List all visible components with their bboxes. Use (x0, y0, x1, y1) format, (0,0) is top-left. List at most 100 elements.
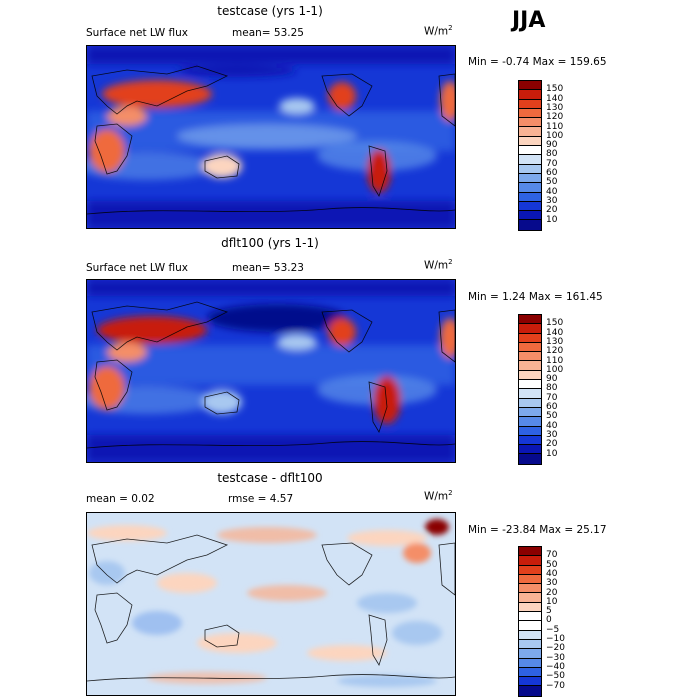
colorbar-label: 30 (546, 429, 558, 440)
colorbar-swatch (519, 547, 541, 557)
colorbar-label: 100 (546, 364, 564, 375)
colorbar-swatch (519, 192, 541, 202)
colorbar-swatch (519, 612, 541, 622)
season-label: JJA (512, 8, 546, 33)
colorbar-swatch (519, 593, 541, 603)
colorbar-label: 150 (546, 84, 564, 95)
colorbar-label: 60 (546, 168, 558, 178)
colorbar-label: 70 (546, 158, 558, 169)
colorbar-label: −20 (546, 643, 565, 654)
colorbar-label: 10 (546, 596, 558, 607)
colorbar-label: 80 (546, 149, 558, 160)
colorbar-swatch (519, 426, 541, 436)
colorbar-swatch (519, 81, 541, 91)
colorbar-swatch (519, 324, 541, 334)
panel-2-units: W/m2 (424, 258, 453, 272)
colorbar-swatch (519, 90, 541, 100)
colorbar-swatch (519, 621, 541, 631)
colorbar-label: 30 (546, 195, 558, 206)
colorbar-label: 130 (546, 102, 564, 113)
colorbar-label: 70 (546, 392, 558, 403)
colorbar-swatch (519, 602, 541, 613)
panel-1-colorbar (518, 80, 542, 231)
panel-1-subtitle-left: Surface net LW flux (86, 27, 188, 39)
panel-1-subtitle-mid: mean= 53.25 (232, 27, 304, 39)
colorbar-label: 50 (546, 177, 558, 188)
colorbar-label: 110 (546, 121, 564, 132)
colorbar-label: −10 (546, 634, 565, 644)
panel-3-subtitle-mid: rmse = 4.57 (228, 493, 294, 505)
colorbar-swatch (519, 211, 541, 221)
colorbar-label: 120 (546, 346, 564, 357)
panel-3-title: testcase - dflt100 (217, 471, 323, 485)
colorbar-swatch (519, 118, 541, 128)
panel-1-units: W/m2 (424, 24, 453, 38)
colorbar-label: 60 (546, 402, 558, 412)
panel-2-map-graphic (87, 280, 455, 462)
colorbar-label: 50 (546, 411, 558, 422)
colorbar-swatch (519, 173, 541, 184)
colorbar-label: 50 (546, 559, 558, 570)
colorbar-label: 120 (546, 112, 564, 123)
colorbar-swatch (519, 565, 541, 575)
colorbar-label: 80 (546, 383, 558, 394)
colorbar-label: 150 (546, 318, 564, 329)
panel-2-subtitle-mid: mean= 53.23 (232, 262, 304, 274)
colorbar-swatch (519, 380, 541, 390)
colorbar-swatch (519, 398, 541, 408)
colorbar-swatch (519, 407, 541, 418)
colorbar-label: 20 (546, 439, 558, 450)
colorbar-label: −40 (546, 661, 565, 672)
colorbar-swatch (519, 352, 541, 362)
colorbar-swatch (519, 315, 541, 325)
panel-1-map-graphic (87, 46, 455, 228)
colorbar-label: 0 (546, 615, 552, 626)
colorbar-swatch (519, 164, 541, 174)
colorbar-label: 20 (546, 205, 558, 216)
colorbar-label: 10 (546, 448, 558, 459)
colorbar-swatch (519, 127, 541, 137)
colorbar-label: 140 (546, 327, 564, 338)
colorbar-swatch (519, 201, 541, 212)
colorbar-label: 40 (546, 420, 558, 431)
colorbar-swatch (519, 183, 541, 193)
colorbar-label: 40 (546, 186, 558, 197)
colorbar-swatch (519, 435, 541, 446)
panel-3-map-graphic (87, 513, 455, 695)
colorbar-swatch (519, 146, 541, 156)
colorbar-swatch (519, 370, 541, 381)
panel-1-map (86, 45, 456, 229)
colorbar-swatch (519, 445, 541, 455)
colorbar-label: −70 (546, 680, 565, 691)
colorbar-swatch (519, 99, 541, 109)
panel-2-colorbar (518, 314, 542, 465)
colorbar-swatch (519, 220, 541, 230)
colorbar-swatch (519, 556, 541, 566)
colorbar-label: 40 (546, 568, 558, 579)
colorbar-swatch (519, 630, 541, 640)
panel-2-title: dflt100 (yrs 1-1) (221, 236, 319, 250)
panel-3-minmax: Min = -23.84 Max = 25.17 (468, 524, 607, 536)
colorbar-label: 20 (546, 587, 558, 598)
colorbar-swatch (519, 155, 541, 165)
colorbar-swatch (519, 333, 541, 343)
colorbar-label: −5 (546, 624, 560, 635)
panel-2-map (86, 279, 456, 463)
colorbar-label: 10 (546, 214, 558, 225)
colorbar-label: 90 (546, 374, 558, 385)
colorbar-swatch (519, 342, 541, 353)
colorbar-swatch (519, 454, 541, 464)
panel-3-subtitle-left: mean = 0.02 (86, 493, 155, 505)
colorbar-swatch (519, 658, 541, 668)
colorbar-label: 90 (546, 140, 558, 151)
colorbar-label: 140 (546, 93, 564, 104)
panel-2-minmax: Min = 1.24 Max = 161.45 (468, 291, 603, 303)
panel-1-minmax: Min = -0.74 Max = 159.65 (468, 56, 607, 68)
colorbar-swatch (519, 584, 541, 594)
panel-3-map (86, 512, 456, 696)
panel-2-subtitle-left: Surface net LW flux (86, 262, 188, 274)
panel-3-colorbar (518, 546, 542, 697)
colorbar-swatch (519, 136, 541, 147)
colorbar-swatch (519, 667, 541, 678)
colorbar-label: 5 (546, 606, 552, 617)
